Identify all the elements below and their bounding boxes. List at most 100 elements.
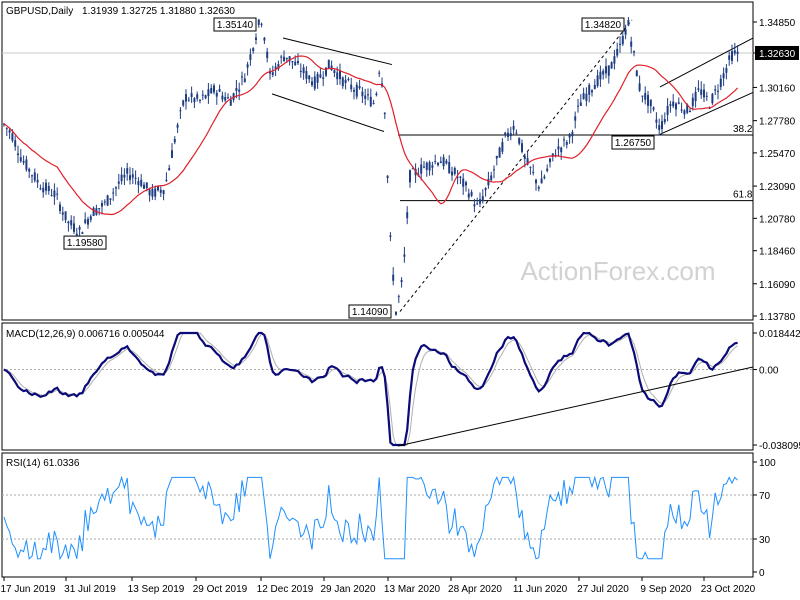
candle-body <box>224 96 227 101</box>
price-panel-frame <box>1 1 754 321</box>
candle-body <box>330 65 333 70</box>
candle-body <box>75 233 78 236</box>
candle-body <box>658 125 661 131</box>
candle-body <box>84 219 87 224</box>
candle-body <box>358 86 361 89</box>
candle-body <box>647 95 649 106</box>
candle-body <box>39 188 42 190</box>
candle-body <box>529 166 532 168</box>
candle-body <box>481 196 484 202</box>
candle-body <box>213 85 215 93</box>
ohlc-values: 1.31939 1.32725 1.31880 1.32630 <box>82 6 235 17</box>
candle-body <box>459 176 462 178</box>
candle-body <box>280 56 283 58</box>
candle-body <box>109 198 112 200</box>
candle-body <box>333 70 336 73</box>
candle-body <box>532 171 535 173</box>
wedge-lower-line <box>271 93 385 133</box>
candle-body <box>137 181 140 186</box>
price-annotation-box <box>63 235 107 250</box>
macd-title: MACD(12,26,9) 0.006716 0.005044 <box>6 329 165 340</box>
candle-body <box>185 94 187 102</box>
candle-body <box>302 67 305 74</box>
candle-body <box>101 203 103 207</box>
candle-body <box>297 61 299 64</box>
macd-line <box>3 331 738 447</box>
candle-body <box>274 66 277 69</box>
candle-body <box>179 110 182 112</box>
candle-body <box>199 99 201 101</box>
candle-body <box>479 199 481 204</box>
candle-body <box>361 91 364 97</box>
candle-body <box>243 78 246 83</box>
candle-body <box>229 99 232 106</box>
rsi-tick-label: 70 <box>759 491 771 502</box>
price-axis: 1.34850 1.32630 1.30160 1.27780 1.25470 1.230… <box>753 18 799 323</box>
candle-body <box>669 104 672 106</box>
price-annotation-box <box>611 135 655 150</box>
candle-body <box>509 133 512 137</box>
candle-body <box>613 56 616 64</box>
candle-body <box>67 221 70 224</box>
candle-body <box>193 98 196 103</box>
candle-body <box>582 93 585 100</box>
candle-body <box>439 161 442 164</box>
candle-body <box>36 179 39 183</box>
candle-body <box>151 188 154 197</box>
candle-body <box>442 157 445 167</box>
candle-body <box>501 142 504 152</box>
candle-body <box>725 68 728 73</box>
candle-body <box>557 146 560 150</box>
price-annotation-label: 1.14090 <box>352 307 389 318</box>
candle-body <box>299 70 302 72</box>
candle-body <box>56 193 59 195</box>
candle-body <box>134 177 137 179</box>
candle-body <box>45 182 47 191</box>
macd-tick-label: -0.038095 <box>759 441 800 452</box>
price-annotation-box <box>581 17 625 32</box>
candle-body <box>291 61 294 63</box>
candle-body <box>565 142 568 145</box>
candle-body <box>395 311 397 315</box>
candle-body <box>28 168 31 172</box>
macd-trendline <box>397 366 754 447</box>
candle-body <box>316 73 319 83</box>
candle-body <box>672 101 675 107</box>
time-axis: 17 Jun 2019 31 Jul 2019 13 Sep 2019 29 Oct … <box>0 577 756 595</box>
candle-body <box>563 139 565 141</box>
candle-body <box>25 159 28 170</box>
candle-body <box>666 105 669 115</box>
candle-body <box>17 153 19 156</box>
price-annotation-label: 1.35140 <box>217 20 254 31</box>
candle-body <box>64 211 67 221</box>
candle-body <box>652 107 655 110</box>
candle-body <box>663 119 666 123</box>
candle-body <box>255 37 257 40</box>
moving-average-line <box>3 55 739 216</box>
time-tick-label: 11 Jun 2020 <box>513 584 568 595</box>
candle-body <box>456 176 459 178</box>
candle-body <box>560 147 563 153</box>
candle-body <box>683 110 686 115</box>
candle-body <box>367 94 369 96</box>
candle-body <box>145 182 148 189</box>
candle-body <box>473 204 476 207</box>
candle-body <box>157 186 159 191</box>
candle-body <box>392 274 395 281</box>
time-tick-label: 27 Jul 2020 <box>577 584 629 595</box>
candle-body <box>579 102 582 106</box>
candle-body <box>257 19 260 25</box>
price-tick-label: 1.18460 <box>759 247 796 258</box>
candle-body <box>409 170 411 183</box>
time-tick-label: 23 Oct 2020 <box>701 584 756 595</box>
candle-body <box>655 119 658 123</box>
candle-body <box>22 161 25 163</box>
price-tick-label: 1.20780 <box>759 214 796 225</box>
price-trendlines <box>271 19 754 312</box>
candle-body <box>98 208 101 210</box>
watermark: ActionForex.com <box>520 256 715 286</box>
candle-body <box>490 175 493 181</box>
candle-body <box>470 192 473 196</box>
candle-body <box>182 100 185 106</box>
candle-body <box>31 175 33 177</box>
